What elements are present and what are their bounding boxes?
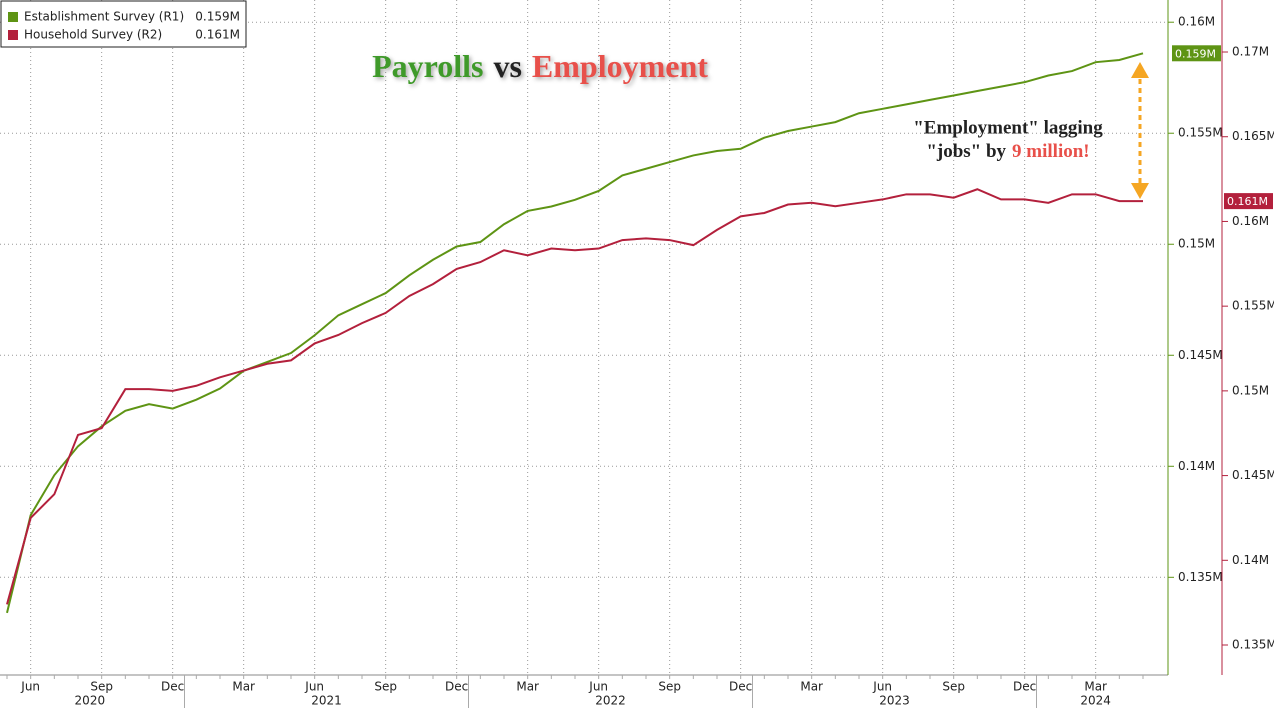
x-tick-label: Mar: [516, 680, 539, 694]
legend-value: 0.161M: [195, 28, 240, 42]
annotation-highlight: 9 million!: [1012, 141, 1090, 162]
y-tick-label: 0.15M: [1178, 237, 1215, 251]
title-part: Employment: [532, 48, 708, 84]
legend-label: Household Survey (R2): [24, 28, 162, 42]
y2-tick-label: 0.15M: [1232, 383, 1269, 397]
grid: [0, 0, 1168, 675]
title-part: Payrolls: [372, 48, 483, 84]
x-tick-label: Dec: [729, 680, 752, 694]
lines: [6, 52, 1144, 614]
year-label: 2021: [311, 694, 342, 708]
year-label: 2023: [879, 694, 910, 708]
x-tick-label: Jun: [872, 680, 892, 694]
x-tick-label: Mar: [800, 680, 823, 694]
year-label: 2020: [75, 694, 106, 708]
year-label: 2022: [595, 694, 626, 708]
year-label: 2024: [1080, 694, 1111, 708]
y-tick-label: 0.135M: [1178, 570, 1223, 584]
y-tick-label: 0.145M: [1178, 348, 1223, 362]
x-tick-label: Jun: [588, 680, 608, 694]
x-tick-label: Sep: [374, 680, 397, 694]
y2-tick-label: 0.14M: [1232, 553, 1269, 567]
x-tick-label: Jun: [304, 680, 324, 694]
last-value-label: 0.161M: [1227, 195, 1268, 208]
y2-tick-label: 0.145M: [1232, 468, 1274, 482]
y-tick-label: 0.14M: [1178, 459, 1215, 473]
y2-tick-label: 0.16M: [1232, 214, 1269, 228]
x-tick-label: Sep: [658, 680, 681, 694]
series-line: [6, 52, 1144, 614]
annotation-line: "jobs" by 9 million!: [926, 141, 1089, 162]
x-tick-label: Mar: [1084, 680, 1107, 694]
x-tick-label: Mar: [232, 680, 255, 694]
annotation-text: "jobs" by: [926, 141, 1006, 162]
legend-label: Establishment Survey (R1): [24, 10, 184, 24]
legend-swatch: [8, 12, 18, 22]
legend-box: [0, 0, 247, 48]
overlay: 0.159M 0.161M Establishment Survey (R1) 0.1…: [0, 0, 1273, 210]
y-tick-label: 0.16M: [1178, 15, 1215, 29]
x-tick-label: Dec: [445, 680, 468, 694]
y-tick-label: 0.155M: [1178, 126, 1223, 140]
arrow-head-up: [1131, 62, 1149, 78]
title-part: vs: [493, 48, 521, 84]
x-tick-label: Dec: [161, 680, 184, 694]
series-line: [6, 188, 1143, 605]
legend-value: 0.159M: [195, 10, 240, 24]
last-value-badge: [1172, 45, 1221, 62]
last-value-label: 0.159M: [1175, 47, 1216, 60]
x-tick-label: Sep: [942, 680, 965, 694]
x-tick-label: Dec: [1013, 680, 1036, 694]
chart-title: Payrolls vs Employment: [372, 48, 708, 84]
y2-tick-label: 0.165M: [1232, 129, 1274, 143]
last-value-badge: [1224, 193, 1273, 210]
y2-tick-label: 0.135M: [1232, 638, 1274, 652]
legend-swatch: [8, 30, 18, 40]
y2-tick-label: 0.155M: [1232, 299, 1274, 313]
arrow-head-down: [1131, 183, 1149, 199]
x-tick-label: Jun: [20, 680, 40, 694]
y2-tick-label: 0.17M: [1232, 45, 1269, 59]
annotation-line: "Employment" lagging: [913, 117, 1103, 138]
x-tick-label: Sep: [90, 680, 113, 694]
